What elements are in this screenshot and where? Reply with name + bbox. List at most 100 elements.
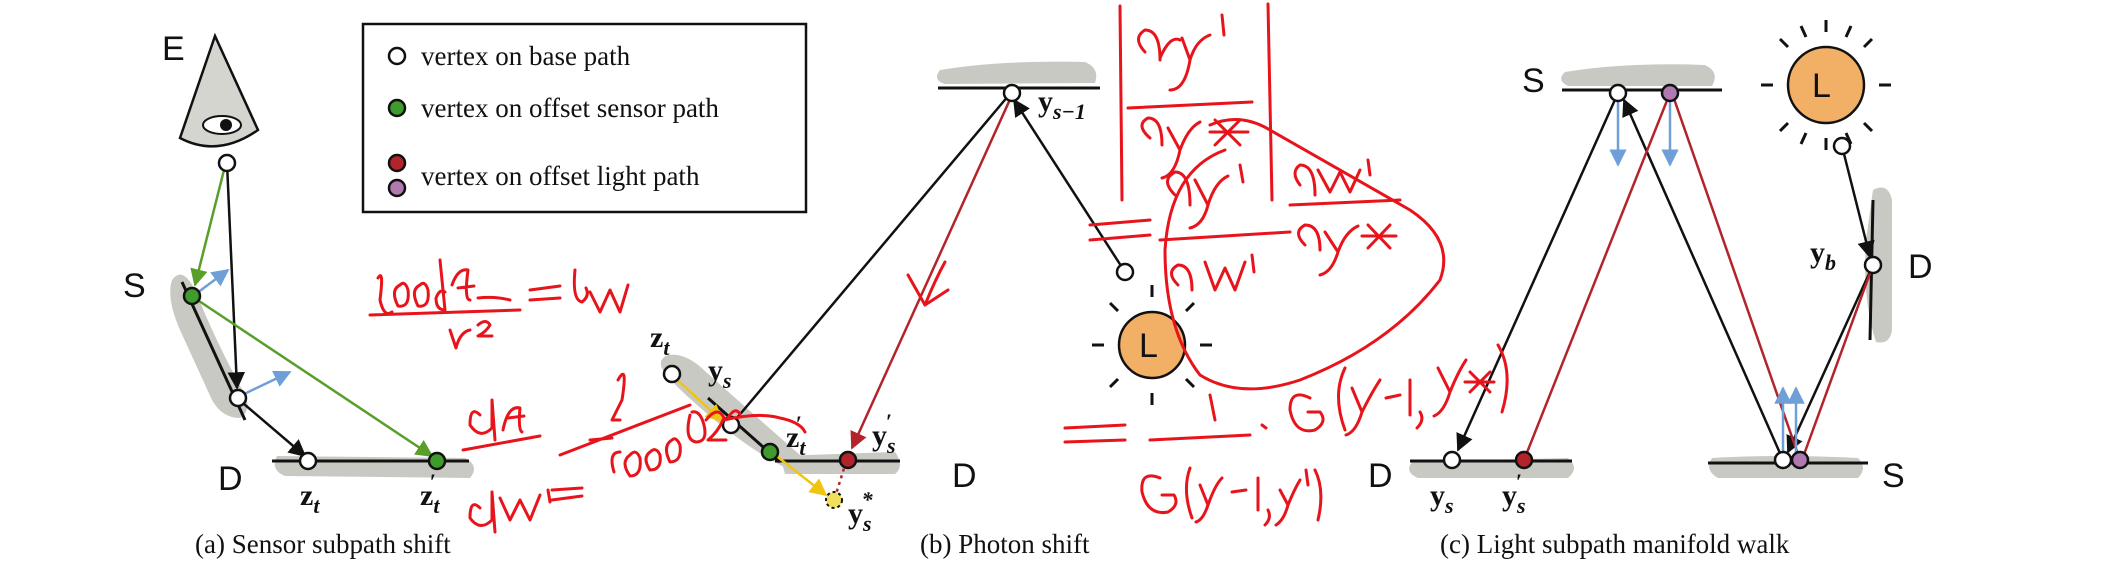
hand-dy-star bbox=[1140, 116, 1250, 180]
vertex-light-c bbox=[1832, 136, 1852, 156]
path-top-to-ys-arrow bbox=[1456, 92, 1620, 452]
hand-frac-line-3 bbox=[1288, 198, 1402, 207]
hand-frac-line-4 bbox=[1148, 433, 1252, 442]
hand-bar-left bbox=[1118, 4, 1124, 202]
path-s-prime-to-top-prime bbox=[1670, 92, 1802, 461]
hand-loop bbox=[1163, 118, 1446, 391]
hand-cos-dA bbox=[376, 258, 630, 315]
hand-dw-prime bbox=[1170, 253, 1256, 292]
offset-camera-arrow bbox=[190, 165, 227, 287]
offset-path-to-zt-prime-arrow bbox=[192, 295, 434, 458]
path-s-to-top-arrow bbox=[1622, 98, 1785, 461]
hand-frac-line-1 bbox=[1126, 100, 1254, 110]
label-ys-b: ys bbox=[708, 354, 732, 393]
light-c-rays-icon bbox=[1761, 20, 1891, 150]
hand-r2 bbox=[448, 320, 494, 350]
hand-equals-2 bbox=[1063, 423, 1127, 444]
light-source-c: L bbox=[1761, 20, 1891, 150]
handwritten-annotations bbox=[368, 2, 1509, 534]
label-ys-star-b: ys* bbox=[848, 487, 874, 536]
label-S-top-c: S bbox=[1522, 62, 1545, 100]
label-L-c: L bbox=[1812, 67, 1831, 105]
vertex-top-c bbox=[1608, 83, 1628, 103]
vertex-ys-prime-c bbox=[1514, 450, 1534, 470]
hand-dy-prime-2 bbox=[1166, 163, 1245, 230]
caption-b: (b) Photon shift bbox=[920, 529, 1090, 559]
label-ys-c: ys bbox=[1430, 479, 1454, 518]
label-D: D bbox=[218, 460, 243, 498]
surface-top-c bbox=[1561, 64, 1715, 86]
path-ys1-to-ys-prime-arrow bbox=[850, 94, 1014, 450]
label-zt-prime-b: zt′ bbox=[786, 411, 806, 460]
base-path-to-zt-arrow bbox=[236, 397, 307, 458]
legend-label-light: vertex on offset light path bbox=[421, 161, 700, 191]
hand-equals-1 bbox=[1088, 218, 1152, 242]
panel-c: S D D S bbox=[1368, 20, 1933, 559]
normal-arrow-x bbox=[239, 370, 292, 398]
light-b-rays-icon bbox=[1092, 285, 1212, 405]
vertex-zt-prime bbox=[427, 451, 447, 471]
hand-frac-line-a bbox=[368, 308, 522, 317]
label-zt-b: zt bbox=[650, 321, 670, 360]
vertex-zt-prime-b bbox=[760, 442, 780, 462]
label-S-bottom-c: S bbox=[1882, 457, 1905, 495]
label-yb: yb bbox=[1810, 236, 1836, 275]
hand-dot bbox=[1260, 423, 1268, 430]
panel-a: E S D zt zt′ (a) Sensor subpath shift bbox=[123, 30, 474, 559]
path-top-prime-to-ys-prime bbox=[1522, 92, 1672, 461]
camera-to-x-arrow bbox=[225, 162, 246, 390]
legend-base-vertex-icon bbox=[387, 46, 407, 66]
path-light-to-yb-arrow bbox=[1840, 145, 1875, 259]
eye-cone-icon bbox=[178, 32, 260, 148]
vertex-ys-c bbox=[1442, 450, 1462, 470]
vertex-zt-b bbox=[662, 364, 682, 384]
label-S: S bbox=[123, 267, 146, 305]
legend: vertex on base path vertex on offset sen… bbox=[361, 22, 808, 214]
legend-label-base: vertex on base path bbox=[421, 41, 631, 71]
legend-frame bbox=[361, 22, 808, 214]
vertex-camera bbox=[217, 153, 237, 173]
label-ys1: ys−1 bbox=[1038, 85, 1086, 124]
hand-cos-theta bbox=[610, 409, 742, 478]
vertex-zt bbox=[298, 451, 318, 471]
panel-b: L ys−1 zt ys zt′ ys′ ys* D (b) Photon sh… bbox=[650, 61, 1212, 559]
light-source-b: L bbox=[1092, 285, 1212, 405]
label-E: E bbox=[162, 30, 185, 68]
hand-dw-prime-a bbox=[468, 488, 552, 534]
vertex-ys-star bbox=[825, 491, 843, 509]
caption-c: (c) Light subpath manifold walk bbox=[1440, 529, 1790, 559]
hand-dy-star-2 bbox=[1297, 223, 1398, 277]
dotted-red-line bbox=[834, 461, 848, 495]
hand-frac-line-b2 bbox=[558, 403, 692, 457]
vertex-top-prime-c bbox=[1660, 83, 1680, 103]
vertex-offset-sensor bbox=[182, 286, 202, 306]
hand-G-denominator bbox=[1140, 466, 1323, 527]
legend-sensor-vertex-icon bbox=[387, 98, 407, 118]
yellow-arrow-ystar bbox=[773, 453, 828, 497]
vertex-base-S bbox=[228, 388, 248, 408]
label-D-right: D bbox=[1908, 248, 1933, 286]
vertex-light-b bbox=[1115, 262, 1135, 282]
label-ys-prime-c: ys′ bbox=[1502, 469, 1526, 518]
hand-frac-line-b1 bbox=[461, 434, 542, 452]
light-b-icon bbox=[1117, 310, 1187, 380]
label-L-b: L bbox=[1139, 327, 1158, 365]
surface-top bbox=[936, 61, 1097, 84]
vertex-ys1 bbox=[1002, 83, 1022, 103]
hand-bar-right bbox=[1266, 2, 1274, 202]
vertex-ys-prime-b bbox=[838, 450, 858, 470]
hand-arrow bbox=[906, 260, 950, 307]
hand-squiggle bbox=[722, 413, 807, 434]
label-zt: zt bbox=[300, 479, 320, 518]
path-ys-to-ys1 bbox=[730, 94, 1010, 426]
label-ys-prime-b: ys′ bbox=[872, 409, 896, 458]
hand-one bbox=[1208, 393, 1217, 422]
hand-dA bbox=[468, 398, 526, 442]
hand-G-numerator bbox=[1288, 343, 1509, 437]
vertex-s-c bbox=[1773, 450, 1793, 470]
hand-r-sq bbox=[588, 372, 626, 442]
vertex-yb bbox=[1863, 255, 1883, 275]
hand-dy-prime bbox=[1137, 13, 1226, 92]
